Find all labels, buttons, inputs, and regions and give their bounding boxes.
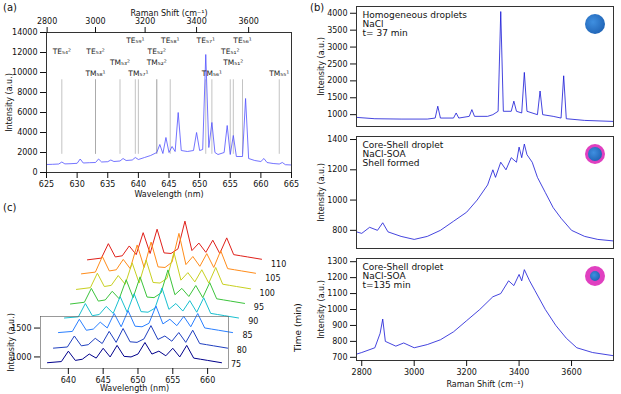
svg-text:655: 655 [165, 376, 181, 386]
svg-text:TM₅₇¹: TM₅₇¹ [127, 69, 148, 78]
svg-text:3000: 3000 [327, 43, 347, 52]
svg-text:TE₅₆¹: TE₅₆¹ [232, 36, 251, 45]
html-text:(b): (b) [310, 2, 325, 13]
svg-text:800: 800 [332, 337, 347, 346]
svg-text:12000: 12000 [12, 48, 37, 57]
svg-text:TM₅₁²: TM₅₁² [222, 58, 243, 67]
svg-text:Core-Shell dropletNaCl-SOAShel: Core-Shell dropletNaCl-SOAShell formed [363, 140, 444, 168]
svg-text:700: 700 [332, 353, 347, 362]
svg-text:3600: 3600 [561, 368, 581, 377]
svg-text:Core-Shell dropletNaCl-SOAt=13: Core-Shell dropletNaCl-SOAt=135 min [363, 262, 444, 290]
svg-text:640: 640 [131, 180, 146, 189]
svg-text:3400: 3400 [509, 368, 529, 377]
svg-text:3200: 3200 [134, 16, 156, 26]
svg-text:640: 640 [61, 376, 76, 385]
svg-text:2500: 2500 [327, 60, 347, 69]
svg-text:1000: 1000 [327, 305, 347, 314]
svg-text:625: 625 [39, 180, 54, 189]
svg-text:TE₅₂²: TE₅₂² [147, 47, 166, 56]
svg-text:1000: 1000 [11, 352, 32, 362]
svg-text:1200: 1200 [327, 273, 347, 282]
svg-text:1000: 1000 [327, 196, 347, 205]
svg-text:TM₅₅¹: TM₅₅¹ [268, 69, 289, 78]
svg-text:3400: 3400 [186, 16, 207, 26]
svg-text:4000: 4000 [17, 128, 37, 137]
html-text:(a): (a) [3, 2, 17, 13]
svg-text:2800: 2800 [352, 368, 372, 377]
svg-text:TM₅₈¹: TM₅₈¹ [84, 69, 105, 78]
html-text:90: 90 [248, 317, 259, 327]
svg-text:650: 650 [130, 376, 146, 386]
svg-text:1500: 1500 [327, 93, 347, 102]
svg-text:Intensity (a.u.): Intensity (a.u.) [317, 37, 326, 96]
svg-text:Intensity (a.u.): Intensity (a.u.) [7, 313, 16, 372]
svg-text:1100: 1100 [327, 289, 347, 298]
svg-text:Intensity (a.u.): Intensity (a.u.) [317, 280, 326, 339]
svg-text:630: 630 [69, 180, 84, 189]
svg-text:3000: 3000 [85, 17, 105, 26]
svg-text:0: 0 [32, 168, 37, 177]
svg-text:1400: 1400 [327, 135, 347, 144]
svg-text:3000: 3000 [404, 368, 424, 377]
svg-text:655: 655 [223, 180, 238, 189]
svg-text:Homogeneous dropletsNaClt= 37: Homogeneous dropletsNaClt= 37 min [363, 10, 468, 38]
svg-text:Wavelength (nm): Wavelength (nm) [100, 384, 169, 393]
svg-text:TE₅₄²: TE₅₄² [52, 47, 71, 56]
svg-text:6000: 6000 [17, 108, 37, 117]
html-text:110: 110 [271, 260, 287, 269]
svg-text:3600: 3600 [238, 17, 258, 26]
svg-text:Raman Shift (cm⁻¹): Raman Shift (cm⁻¹) [130, 9, 207, 18]
svg-text:645: 645 [95, 376, 111, 386]
svg-text:1500: 1500 [11, 323, 32, 333]
html-text:(c): (c) [3, 202, 17, 213]
svg-text:Intensity (a.u.): Intensity (a.u.) [317, 163, 326, 222]
html-text:85: 85 [242, 331, 253, 341]
svg-text:1300: 1300 [327, 257, 347, 266]
svg-text:3500: 3500 [327, 26, 347, 35]
svg-text:8000: 8000 [17, 88, 37, 97]
html-text:75: 75 [231, 360, 242, 369]
svg-text:2800: 2800 [37, 17, 57, 26]
svg-text:TE₅₇¹: TE₅₇¹ [196, 36, 215, 45]
svg-text:Intensity (a.u.): Intensity (a.u.) [5, 73, 14, 132]
html-text:95: 95 [253, 302, 264, 312]
svg-text:1200: 1200 [327, 165, 347, 174]
svg-text:TM₅₆¹: TM₅₆¹ [201, 69, 222, 78]
svg-text:650: 650 [192, 180, 207, 189]
svg-text:Raman Shift (cm⁻¹): Raman Shift (cm⁻¹) [446, 380, 523, 389]
svg-text:660: 660 [253, 180, 268, 189]
svg-text:TE₅₈¹: TE₅₈¹ [160, 36, 179, 45]
svg-text:1000: 1000 [327, 110, 347, 119]
svg-text:TM₅₂²: TM₅₂² [146, 58, 167, 67]
svg-text:900: 900 [332, 321, 347, 330]
svg-text:800: 800 [332, 226, 347, 235]
svg-text:635: 635 [100, 180, 115, 189]
svg-text:660: 660 [200, 376, 215, 385]
svg-text:TE₅₉¹: TE₅₉¹ [125, 36, 144, 45]
svg-text:TE₅₃²: TE₅₃² [85, 47, 104, 56]
html-text:Time (min): Time (min) [293, 303, 303, 352]
svg-text:Wavelength (nm): Wavelength (nm) [134, 190, 203, 199]
svg-text:TM₅₃²: TM₅₃² [109, 58, 130, 67]
html-text:100: 100 [259, 288, 275, 298]
svg-text:645: 645 [161, 180, 176, 189]
svg-text:4000: 4000 [327, 9, 347, 18]
svg-text:665: 665 [284, 180, 299, 189]
svg-text:2000: 2000 [17, 148, 37, 157]
svg-text:10000: 10000 [12, 68, 37, 77]
svg-text:3200: 3200 [456, 368, 476, 377]
svg-text:TE₅₁²: TE₅₁² [220, 47, 239, 56]
svg-text:14000: 14000 [12, 28, 37, 37]
html-text:80: 80 [236, 345, 247, 355]
html-text:105: 105 [265, 274, 281, 284]
svg-text:2000: 2000 [327, 76, 347, 85]
